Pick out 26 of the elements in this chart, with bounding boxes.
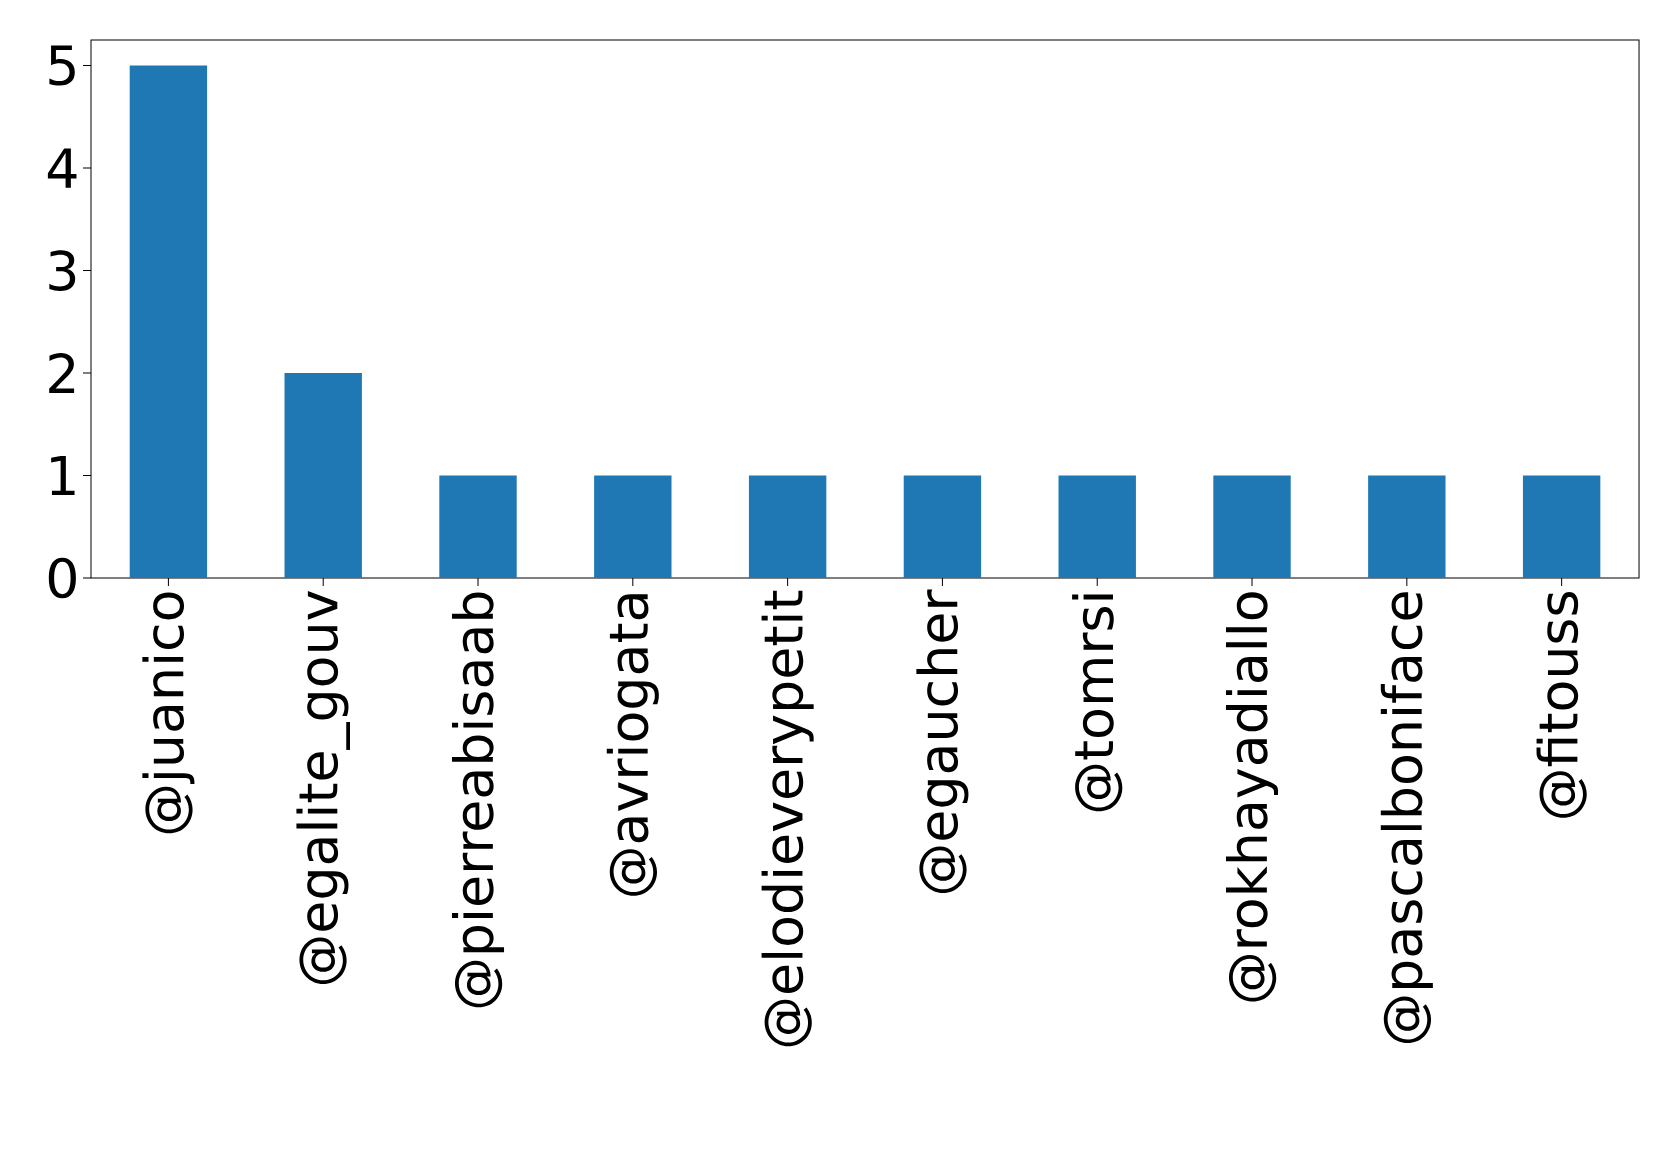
y-tick-label: 1 <box>51 455 75 496</box>
y-tick-label: 3 <box>49 250 76 291</box>
y-tick-label: 5 <box>49 45 75 86</box>
x-tick-label: @rokhayadiallo <box>1225 592 1279 1002</box>
x-tick-label: @fitouss <box>1536 592 1587 818</box>
y-tick-label: 2 <box>49 353 75 393</box>
bar <box>1058 475 1136 578</box>
x-tick-label: @egalite_gouv <box>296 591 350 984</box>
bar <box>748 475 827 578</box>
x-tick-label: @juanico <box>142 592 195 834</box>
bar <box>1522 475 1601 578</box>
x-tick-label: @egaucher <box>916 589 969 893</box>
y-tick-label: 0 <box>48 557 76 599</box>
bar <box>129 65 208 578</box>
y-tick-label: 4 <box>47 148 77 188</box>
x-tick-label: @elodieverypetit <box>761 590 814 1047</box>
x-tick-label: @tomrsi <box>1072 594 1123 812</box>
x-tick-label: @avriogata <box>606 594 659 896</box>
bar <box>1213 475 1291 578</box>
bar <box>594 475 672 578</box>
bar <box>439 475 517 578</box>
x-tick-label: @pierreabisaab <box>451 592 505 1008</box>
bar <box>1368 475 1446 578</box>
bar <box>284 373 362 578</box>
bar <box>903 475 982 578</box>
x-tick-label: @pascalboniface <box>1380 592 1433 1044</box>
